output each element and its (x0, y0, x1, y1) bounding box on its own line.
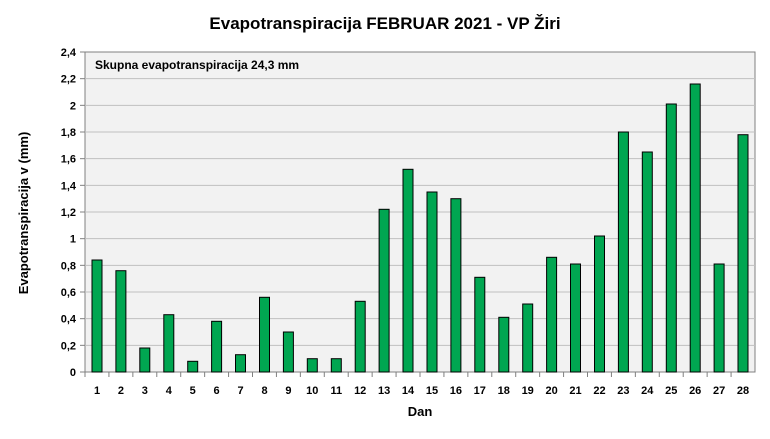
bar-day-1 (91, 259, 103, 373)
y-tick-label: 1,4 (61, 180, 77, 192)
bar-day-11 (330, 358, 342, 373)
y-tick-label: 0,2 (61, 340, 76, 352)
y-tick-label: 0,6 (61, 287, 76, 299)
bar-day-21 (570, 263, 581, 373)
x-tick-label: 9 (285, 385, 291, 397)
bar-day-24 (641, 151, 653, 373)
x-tick-label: 25 (665, 385, 677, 397)
y-tick-label: 1 (70, 234, 76, 246)
bar-day-3 (139, 347, 151, 373)
y-tick-label: 0,8 (61, 260, 76, 272)
bar-day-10 (306, 358, 318, 373)
x-tick-label: 26 (689, 385, 701, 397)
x-tick-label: 22 (593, 385, 605, 397)
chart-title: Evapotranspiracija FEBRUAR 2021 - VP Žir… (209, 14, 560, 33)
x-tick-label: 19 (522, 385, 534, 397)
bar-day-5 (187, 360, 199, 373)
bar-day-6 (211, 320, 223, 373)
x-tick-label: 6 (214, 385, 220, 397)
y-tick-label: 0,4 (61, 314, 77, 326)
x-tick-label: 20 (545, 385, 557, 397)
bar-day-26 (689, 83, 701, 373)
bar-day-27 (713, 263, 725, 373)
x-tick-label: 1 (94, 385, 100, 397)
x-tick-label: 11 (330, 385, 342, 397)
x-tick-label: 23 (617, 385, 629, 397)
x-tick-label: 15 (426, 385, 438, 397)
x-axis-label: Dan (408, 404, 433, 419)
bar-day-15 (426, 191, 438, 373)
total-annotation: Skupna evapotranspiracija 24,3 mm (95, 58, 299, 72)
x-tick-label: 7 (237, 385, 243, 397)
y-axis-ticks: 0 0,2 0,4 0,6 0,8 1 1,2 1,4 1,6 1,8 2 2,2 2,4 (61, 47, 85, 379)
x-tick-label: 3 (142, 385, 148, 397)
bar-day-8 (259, 296, 270, 373)
x-tick-label: 4 (166, 385, 173, 397)
x-axis-ticks: 1 2 3 4 5 6 7 8 9 10 11 12 13 14 15 16 17 18 19 20 21 22 23 24 2… (84, 372, 749, 397)
x-tick-label: 24 (641, 385, 654, 397)
x-tick-label: 12 (354, 385, 366, 397)
bar-series (91, 83, 749, 373)
y-tick-label: 0 (70, 367, 76, 379)
x-tick-label: 14 (402, 385, 415, 397)
y-axis-label: Evapotranspiracija v (mm) (16, 132, 31, 295)
x-tick-label: 13 (378, 385, 390, 397)
bar-day-17 (474, 276, 486, 373)
y-tick-label: 2,2 (61, 74, 76, 86)
bar-day-25 (665, 103, 677, 373)
x-tick-label: 17 (474, 385, 486, 397)
x-tick-label: 5 (190, 385, 196, 397)
bar-day-14 (402, 168, 414, 373)
bar-day-2 (115, 270, 127, 373)
bar-day-12 (354, 300, 366, 373)
x-tick-label: 27 (713, 385, 725, 397)
x-tick-label: 28 (737, 385, 749, 397)
y-tick-label: 1,8 (61, 127, 76, 139)
y-tick-label: 1,6 (61, 154, 76, 166)
bar-day-7 (235, 354, 246, 373)
x-tick-label: 16 (450, 385, 462, 397)
bar-day-23 (617, 131, 629, 373)
y-tick-label: 2,4 (61, 47, 77, 59)
bar-day-22 (594, 235, 605, 373)
bar-day-16 (450, 198, 462, 373)
bar-day-19 (522, 303, 534, 373)
bar-day-18 (498, 316, 510, 373)
bar-day-28 (737, 134, 749, 373)
bar-day-9 (282, 331, 294, 373)
x-tick-label: 10 (306, 385, 318, 397)
x-tick-label: 2 (118, 385, 124, 397)
y-tick-label: 2 (70, 100, 76, 112)
bar-day-13 (378, 208, 390, 373)
x-tick-label: 8 (261, 385, 267, 397)
bar-day-4 (163, 314, 175, 373)
bar-day-20 (546, 256, 558, 373)
x-tick-label: 21 (569, 385, 581, 397)
y-tick-label: 1,2 (61, 207, 76, 219)
x-tick-label: 18 (498, 385, 510, 397)
